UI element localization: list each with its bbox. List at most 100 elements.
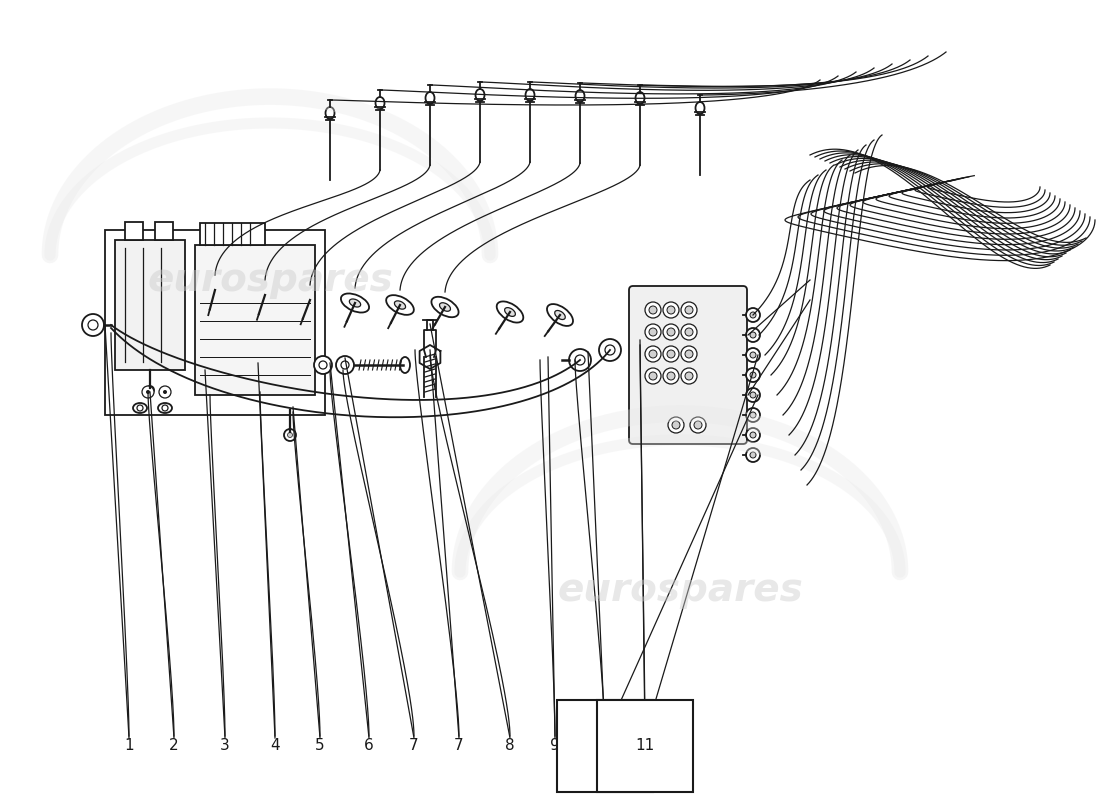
- Circle shape: [645, 324, 661, 340]
- Circle shape: [681, 346, 697, 362]
- FancyBboxPatch shape: [104, 230, 324, 415]
- Circle shape: [663, 368, 679, 384]
- Circle shape: [82, 314, 104, 336]
- Circle shape: [667, 350, 675, 358]
- FancyBboxPatch shape: [116, 240, 185, 370]
- Ellipse shape: [526, 89, 535, 101]
- FancyBboxPatch shape: [125, 222, 143, 240]
- Circle shape: [667, 306, 675, 314]
- Circle shape: [569, 349, 591, 371]
- FancyBboxPatch shape: [629, 286, 747, 444]
- Ellipse shape: [305, 296, 316, 304]
- Ellipse shape: [431, 297, 459, 318]
- Circle shape: [336, 356, 354, 374]
- Circle shape: [750, 352, 756, 358]
- Circle shape: [694, 421, 702, 429]
- Circle shape: [645, 346, 661, 362]
- Ellipse shape: [260, 291, 271, 299]
- Circle shape: [649, 372, 657, 380]
- Circle shape: [750, 412, 756, 418]
- Ellipse shape: [375, 97, 385, 109]
- FancyBboxPatch shape: [155, 222, 173, 240]
- Circle shape: [667, 372, 675, 380]
- Ellipse shape: [251, 286, 279, 304]
- Circle shape: [284, 429, 296, 441]
- Circle shape: [667, 328, 675, 336]
- Circle shape: [681, 302, 697, 318]
- Circle shape: [685, 350, 693, 358]
- FancyBboxPatch shape: [200, 223, 265, 245]
- Circle shape: [88, 320, 98, 330]
- Ellipse shape: [426, 92, 434, 104]
- Ellipse shape: [386, 295, 414, 315]
- Circle shape: [750, 312, 756, 318]
- Text: eurospares: eurospares: [557, 571, 803, 609]
- Text: 4: 4: [271, 738, 279, 754]
- Circle shape: [746, 388, 760, 402]
- Circle shape: [600, 339, 621, 361]
- Circle shape: [146, 390, 150, 394]
- Circle shape: [319, 361, 327, 369]
- Ellipse shape: [547, 304, 573, 326]
- Circle shape: [649, 328, 657, 336]
- Circle shape: [163, 390, 167, 394]
- Circle shape: [746, 368, 760, 382]
- Circle shape: [668, 417, 684, 433]
- Circle shape: [645, 302, 661, 318]
- Circle shape: [162, 405, 168, 411]
- Text: 9: 9: [550, 738, 560, 754]
- Ellipse shape: [636, 92, 645, 104]
- Circle shape: [750, 392, 756, 398]
- Circle shape: [690, 417, 706, 433]
- Circle shape: [746, 308, 760, 322]
- FancyBboxPatch shape: [195, 245, 315, 395]
- Ellipse shape: [497, 302, 524, 322]
- Circle shape: [685, 306, 693, 314]
- Circle shape: [746, 348, 760, 362]
- Circle shape: [663, 302, 679, 318]
- Text: 6: 6: [364, 738, 374, 754]
- Circle shape: [746, 448, 760, 462]
- Circle shape: [138, 405, 143, 411]
- Text: eurospares: eurospares: [147, 261, 393, 299]
- Circle shape: [746, 408, 760, 422]
- Ellipse shape: [554, 310, 565, 319]
- Circle shape: [649, 306, 657, 314]
- Ellipse shape: [695, 102, 704, 114]
- Text: 10: 10: [595, 738, 615, 754]
- Ellipse shape: [296, 290, 324, 310]
- Circle shape: [142, 386, 154, 398]
- Text: 1: 1: [124, 738, 134, 754]
- Circle shape: [160, 386, 170, 398]
- Text: 7: 7: [409, 738, 419, 754]
- Circle shape: [746, 428, 760, 442]
- Ellipse shape: [575, 90, 584, 102]
- Circle shape: [314, 356, 332, 374]
- Circle shape: [287, 433, 293, 438]
- Circle shape: [672, 421, 680, 429]
- Circle shape: [146, 386, 154, 394]
- Circle shape: [750, 452, 756, 458]
- Circle shape: [645, 368, 661, 384]
- Ellipse shape: [326, 107, 334, 119]
- Text: 11: 11: [636, 738, 654, 754]
- Circle shape: [685, 328, 693, 336]
- Text: 2: 2: [169, 738, 179, 754]
- Circle shape: [746, 328, 760, 342]
- Ellipse shape: [395, 301, 406, 309]
- Ellipse shape: [475, 89, 484, 101]
- Ellipse shape: [350, 299, 361, 307]
- Circle shape: [750, 432, 756, 438]
- Circle shape: [341, 361, 349, 369]
- Ellipse shape: [505, 308, 516, 316]
- Circle shape: [663, 324, 679, 340]
- Ellipse shape: [400, 357, 410, 373]
- Text: 8: 8: [505, 738, 515, 754]
- Circle shape: [681, 324, 697, 340]
- Circle shape: [685, 372, 693, 380]
- Ellipse shape: [209, 286, 221, 294]
- Ellipse shape: [341, 294, 370, 313]
- Ellipse shape: [158, 403, 172, 413]
- Ellipse shape: [440, 302, 451, 311]
- Circle shape: [681, 368, 697, 384]
